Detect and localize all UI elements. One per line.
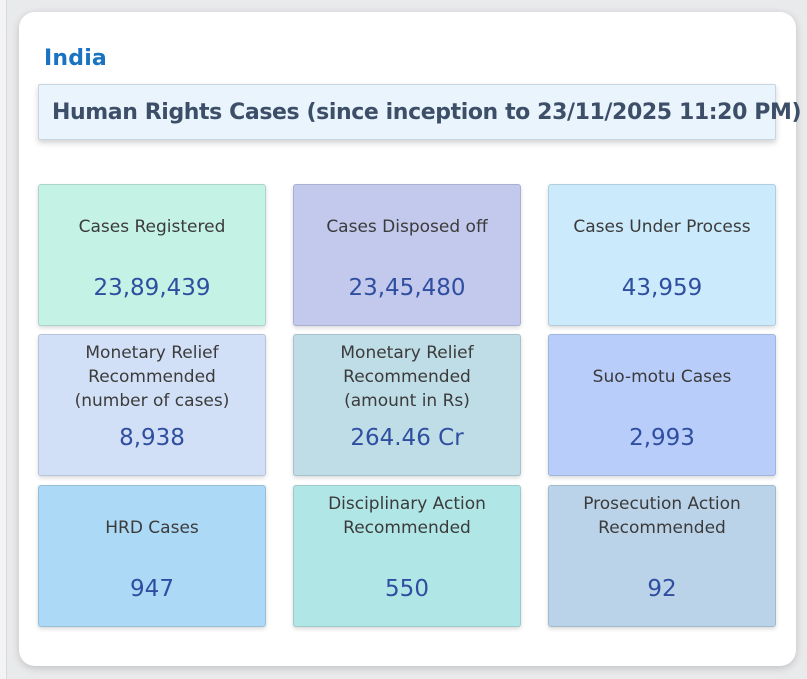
tile-label: HRD Cases — [105, 518, 199, 538]
tile-label: Monetary Relief Recommended (amount in R… — [340, 343, 474, 411]
page-title: Human Rights Cases (since inception to 2… — [52, 99, 802, 125]
left-panel-edge — [0, 0, 7, 679]
tile-cases-disposed[interactable]: Cases Disposed off 23,45,480 — [293, 184, 521, 326]
tile-label: Prosecution Action Recommended — [583, 494, 741, 538]
tile-monetary-relief-amount[interactable]: Monetary Relief Recommended (amount in R… — [293, 334, 521, 476]
tile-value: 2,993 — [629, 425, 695, 451]
tile-value: 8,938 — [119, 425, 185, 451]
tile-value: 23,89,439 — [93, 275, 211, 301]
tile-suo-motu-cases[interactable]: Suo-motu Cases 2,993 — [548, 334, 776, 476]
tile-cases-under-process[interactable]: Cases Under Process 43,959 — [548, 184, 776, 326]
tile-value: 92 — [647, 576, 677, 602]
tile-label: Cases Under Process — [573, 217, 751, 237]
tile-value: 43,959 — [621, 275, 703, 301]
tile-label: Cases Disposed off — [326, 217, 488, 237]
tile-label: Monetary Relief Recommended (number of c… — [74, 343, 230, 411]
tile-hrd-cases[interactable]: HRD Cases 947 — [38, 485, 266, 627]
region-heading: India — [44, 46, 107, 71]
tile-label: Cases Registered — [78, 217, 226, 237]
tile-value: 23,45,480 — [348, 275, 466, 301]
tile-monetary-relief-cases[interactable]: Monetary Relief Recommended (number of c… — [38, 334, 266, 476]
tile-value: 550 — [385, 576, 429, 602]
tile-value: 947 — [130, 576, 174, 602]
tile-value: 264.46 Cr — [350, 425, 464, 451]
summary-card: India Human Rights Cases (since inceptio… — [19, 12, 802, 666]
tile-label: Suo-motu Cases — [592, 367, 732, 387]
tile-prosecution-action[interactable]: Prosecution Action Recommended 92 — [548, 485, 776, 627]
tile-disciplinary-action[interactable]: Disciplinary Action Recommended 550 — [293, 485, 521, 627]
title-box: Human Rights Cases (since inception to 2… — [38, 84, 802, 140]
tile-label: Disciplinary Action Recommended — [328, 494, 486, 538]
tile-cases-registered[interactable]: Cases Registered 23,89,439 — [38, 184, 266, 326]
